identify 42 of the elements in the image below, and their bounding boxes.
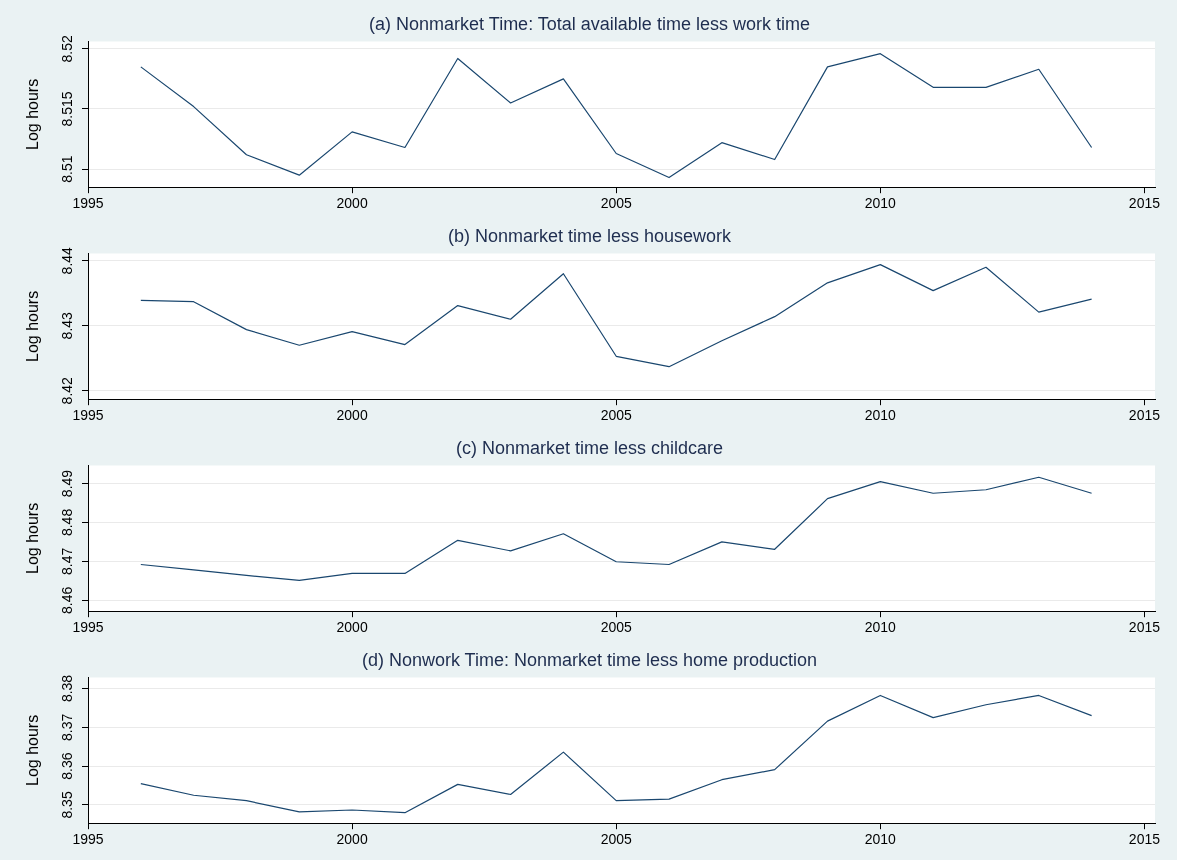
x-tick-label: 2000 [336,831,368,848]
y-tick-label: 8.46 [58,586,75,614]
x-tick-label: 1995 [72,831,104,848]
x-tick-label: 2010 [864,831,897,848]
y-axis-title: Log hours [24,714,42,786]
y-axis-title: Log hours [24,290,42,362]
y-tick-label: 8.43 [58,311,75,340]
x-tick-label: 2005 [600,407,632,424]
x-tick-label: 1995 [72,195,104,212]
y-tick-label: 8.36 [58,752,75,780]
x-tick-label: 2005 [600,195,632,212]
y-tick-label: 8.49 [58,469,75,498]
y-tick-label: 8.48 [58,508,75,537]
chart-title: (d) Nonwork Time: Nonmarket time less home production [361,649,818,670]
y-tick-label: 8.42 [58,376,75,405]
x-tick-label: 2000 [336,619,368,636]
y-tick-label: 8.37 [58,713,75,741]
y-tick-label: 8.515 [58,91,75,127]
x-tick-label: 1995 [72,619,104,636]
y-axis-title: Log hours [24,502,42,574]
x-tick-label: 2000 [336,407,368,424]
x-tick-label: 2010 [864,619,897,636]
x-tick-label: 1995 [72,407,104,424]
x-tick-label: 2015 [1128,195,1161,212]
y-tick-label: 8.51 [58,155,75,183]
y-tick-label: 8.44 [58,246,75,275]
x-tick-label: 2015 [1128,831,1161,848]
y-tick-label: 8.47 [58,547,75,575]
x-tick-label: 2005 [600,831,632,848]
x-tick-label: 2015 [1128,407,1161,424]
x-tick-label: 2010 [864,195,897,212]
y-axis-title: Log hours [24,78,42,150]
chart-title: (a) Nonmarket Time: Total available time less work time [369,13,810,34]
chart-title: (c) Nonmarket time less childcare [455,437,724,458]
y-tick-label: 8.52 [58,34,75,63]
x-tick-label: 2010 [864,407,897,424]
x-tick-label: 2005 [600,619,632,636]
x-tick-label: 2000 [336,195,368,212]
chart-title: (b) Nonmarket time less housework [447,225,733,246]
y-tick-label: 8.35 [58,791,75,819]
x-tick-label: 2015 [1128,619,1161,636]
y-tick-label: 8.38 [58,674,75,703]
